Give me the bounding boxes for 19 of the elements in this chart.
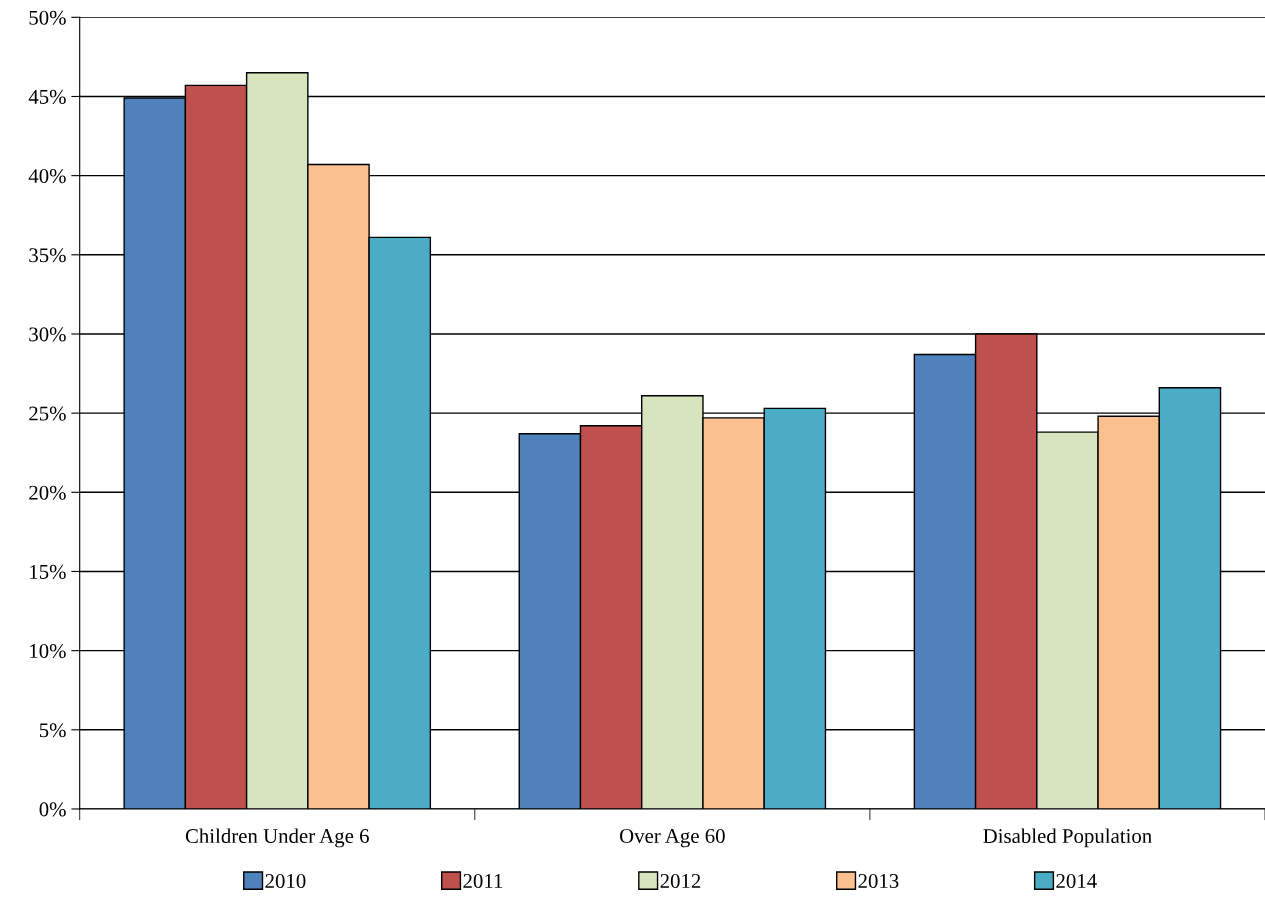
y-tick-label: 30% xyxy=(29,327,66,342)
x-tick-label: Disabled Population xyxy=(983,828,1152,848)
y-tick-label: 35% xyxy=(29,248,66,263)
legend-label: 2011 xyxy=(463,873,503,889)
y-tick-label: 50% xyxy=(29,10,66,25)
legend-label: 2013 xyxy=(858,873,899,889)
y-tick-label: 0% xyxy=(39,802,66,817)
y-tick-label: 5% xyxy=(39,723,66,738)
y-tick-label: 15% xyxy=(30,564,66,579)
x-tick-label: Over Age 60 xyxy=(619,828,725,848)
y-tick-label: 45% xyxy=(28,89,66,104)
y-tick-label: 25% xyxy=(29,406,66,421)
legend-label: 2014 xyxy=(1056,873,1097,889)
legend-label: 2010 xyxy=(265,873,306,889)
y-tick-label: 40% xyxy=(28,169,66,184)
y-tick-label: 20% xyxy=(29,485,66,500)
y-tick-label: 10% xyxy=(30,644,66,659)
legend-label: 2012 xyxy=(660,873,701,889)
x-tick-label: Children Under Age 6 xyxy=(185,828,369,848)
